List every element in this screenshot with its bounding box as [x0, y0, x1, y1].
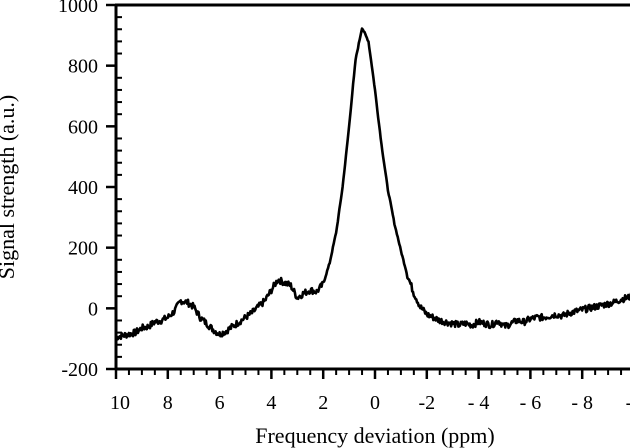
x-tick-label: - 8 — [571, 392, 593, 414]
x-axis-label: Frequency deviation (ppm) — [255, 423, 495, 448]
x-tick-label: - 6 — [520, 392, 542, 414]
x-tick-label: 10 — [110, 392, 130, 414]
y-tick-label: -200 — [61, 359, 98, 381]
y-tick-label: 800 — [68, 56, 98, 78]
x-tick-label: 2 — [318, 392, 328, 414]
x-tick-label: 0 — [370, 392, 380, 414]
x-tick-label: 8 — [163, 392, 173, 414]
x-tick-label: -2 — [418, 392, 435, 414]
y-tick-label: 400 — [68, 177, 98, 199]
axes: -200 0 200 400 600 800 1000 10 8 6 4 2 0 -2 - 4 - 6 - 8 -… — [58, 0, 630, 414]
y-tick-label: 0 — [88, 298, 98, 320]
x-tick-label: 6 — [215, 392, 225, 414]
y-tick-label: 1000 — [58, 0, 98, 17]
y-tick-label: 200 — [68, 238, 98, 260]
series-line-spectrum — [115, 27, 630, 341]
x-tick-label: - 4 — [468, 392, 490, 414]
y-axis-label: Signal strength (a.u.) — [0, 95, 19, 280]
x-tick-label: 4 — [266, 392, 276, 414]
y-tick-label: 600 — [68, 116, 98, 138]
x-tick-label: -1 — [626, 392, 630, 414]
